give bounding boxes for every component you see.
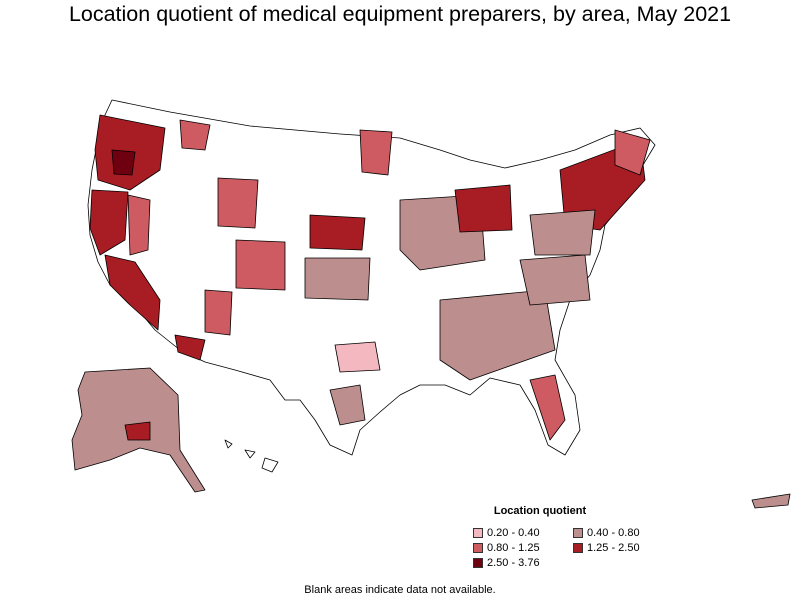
alaska-south-high bbox=[124, 421, 151, 441]
region-carolinas bbox=[519, 254, 591, 306]
map-title: Location quotient of medical equipment p… bbox=[68, 2, 732, 26]
legend-item: 1.25 - 2.50 bbox=[573, 542, 673, 554]
legend-label: 2.50 - 3.76 bbox=[487, 557, 540, 569]
region-oregon-dark bbox=[111, 149, 136, 176]
region-kansas bbox=[304, 257, 371, 301]
legend-label: 0.20 - 0.40 bbox=[487, 527, 540, 539]
region-nevada-west bbox=[127, 194, 151, 256]
region-arizona-south bbox=[174, 334, 206, 361]
region-wyoming bbox=[217, 177, 259, 229]
legend-label: 0.80 - 1.25 bbox=[487, 542, 540, 554]
region-oklahoma-pink bbox=[334, 341, 381, 373]
region-new-england bbox=[614, 129, 651, 176]
legend-swatch bbox=[473, 543, 483, 553]
legend-label: 0.40 - 0.80 bbox=[587, 527, 640, 539]
legend-swatch bbox=[473, 558, 483, 568]
legend-label: 1.25 - 2.50 bbox=[587, 542, 640, 554]
region-arizona bbox=[204, 289, 233, 336]
region-florida bbox=[529, 374, 566, 441]
legend-item: 0.40 - 0.80 bbox=[573, 527, 673, 539]
legend-swatch bbox=[473, 528, 483, 538]
legend-item: 0.20 - 0.40 bbox=[473, 527, 573, 539]
region-nebraska bbox=[309, 214, 366, 251]
legend-swatch bbox=[573, 543, 583, 553]
legend: Location quotient 0.20 - 0.40 0.40 - 0.8… bbox=[470, 505, 660, 569]
region-colorado bbox=[235, 239, 286, 291]
region-mid-atlantic bbox=[529, 209, 596, 256]
region-ohio-valley bbox=[454, 184, 513, 233]
region-minnesota bbox=[359, 129, 393, 176]
legend-item: 2.50 - 3.76 bbox=[473, 557, 573, 569]
region-california-north bbox=[89, 189, 129, 256]
region-texas-south bbox=[329, 384, 366, 426]
puerto-rico bbox=[751, 493, 791, 509]
legend-title: Location quotient bbox=[493, 505, 587, 517]
hawaii bbox=[224, 439, 279, 473]
footnote: Blank areas indicate data not available. bbox=[304, 584, 496, 596]
region-california-south bbox=[104, 254, 161, 331]
legend-item: 0.80 - 1.25 bbox=[473, 542, 573, 554]
legend-swatch bbox=[573, 528, 583, 538]
region-idaho-montana bbox=[179, 119, 211, 151]
